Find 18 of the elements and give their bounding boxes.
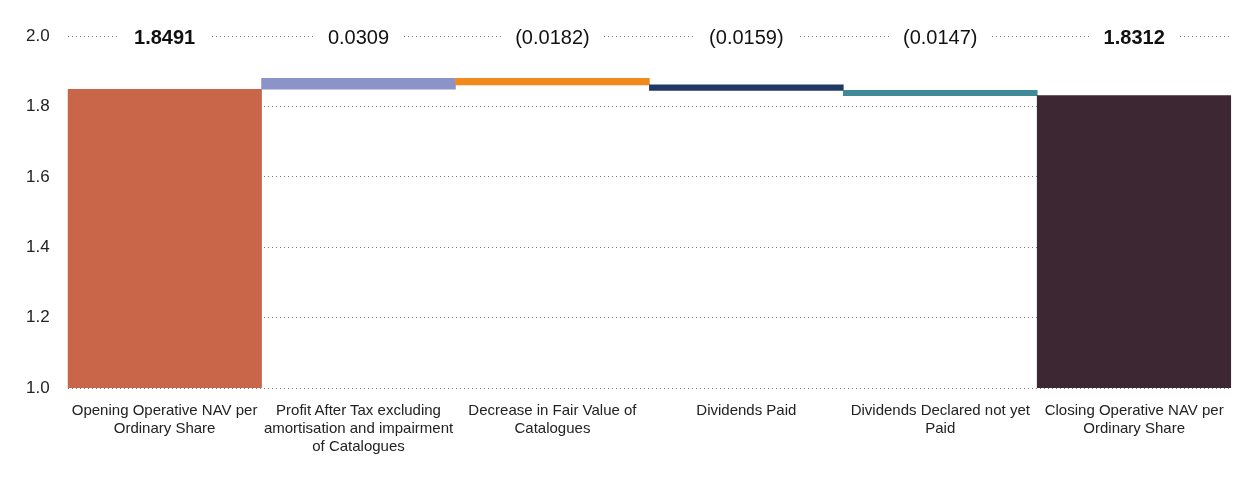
data-label: (0.0159) <box>709 25 784 48</box>
x-tick-label: Opening Operative NAV per Ordinary Share <box>71 401 258 437</box>
y-tick-label: 1.0 <box>25 377 50 397</box>
data-label: (0.0182) <box>515 25 590 48</box>
data-label: 1.8312 <box>1103 25 1165 48</box>
x-tick-label: Dividends Paid <box>696 401 797 419</box>
data-label: 1.8491 <box>134 25 196 48</box>
x-tick-label: Dividends Declared not yet Paid <box>850 401 1031 437</box>
x-tick-label: Closing Operative NAV per Ordinary Share <box>1044 401 1224 437</box>
y-tick-label: 1.8 <box>25 96 50 116</box>
y-tick-label: 1.4 <box>25 236 50 256</box>
x-tick-label: Profit After Tax excluding amortisation and impairment of Catalogues <box>263 401 454 455</box>
y-tick-label: 1.2 <box>25 307 50 327</box>
y-tick-label: 2.0 <box>25 25 50 45</box>
y-tick-label: 1.6 <box>25 166 50 186</box>
data-label: (0.0147) <box>903 25 978 48</box>
x-tick-label: Decrease in Fair Value of Catalogues <box>468 401 638 437</box>
data-label: 0.0309 <box>327 25 390 48</box>
